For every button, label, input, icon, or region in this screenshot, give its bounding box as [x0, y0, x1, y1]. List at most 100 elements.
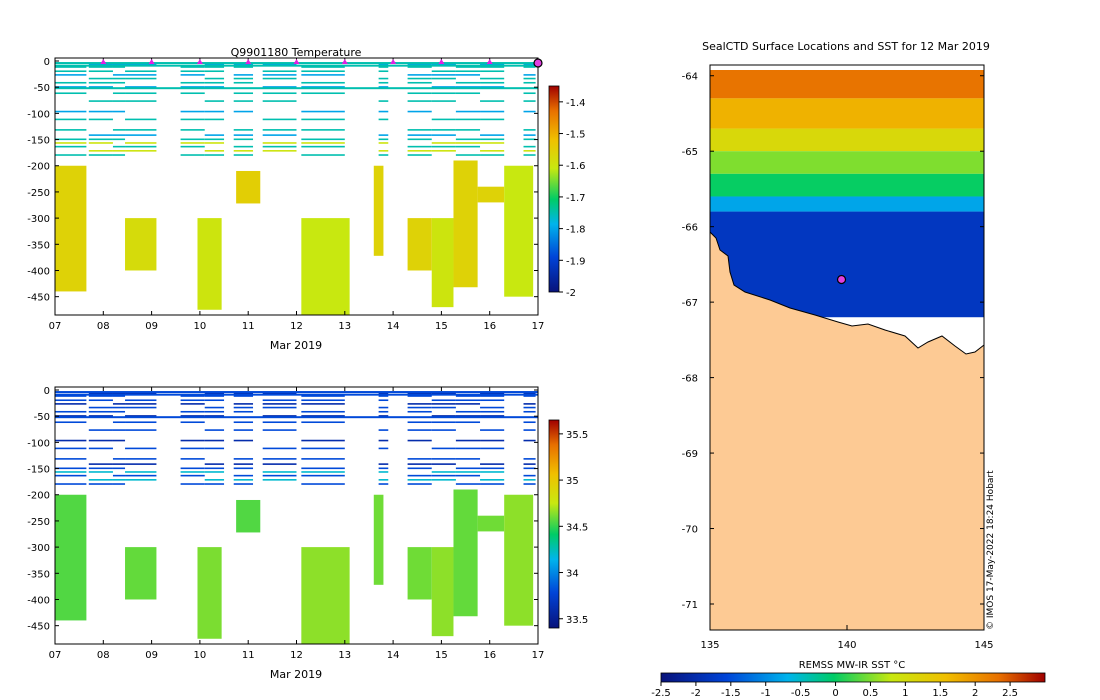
profile-layer: [112, 154, 126, 156]
colorbar-tick-label: -1.4: [566, 98, 586, 109]
profile-block: [477, 186, 505, 203]
profile-layer: [180, 483, 205, 485]
profile-layer: [125, 447, 157, 450]
map-y-tick-label: -71: [682, 600, 698, 611]
profile-layer: [523, 63, 536, 66]
profile-layer: [523, 458, 536, 460]
profile-layer: [112, 129, 126, 131]
profile-block: [453, 489, 478, 617]
profile-layer: [523, 100, 536, 102]
profile-layer: [88, 471, 113, 473]
y-tick-label: -450: [27, 293, 50, 304]
colorbar-tick-label: -1.9: [566, 256, 586, 267]
profile-layer: [233, 403, 254, 405]
map-x-tick-label: 135: [700, 640, 719, 651]
profile-layer: [233, 145, 254, 148]
profile-layer: [88, 118, 113, 121]
profile-layer: [88, 429, 113, 431]
temperature-colorbar-ticks: -1.4 -1.5 -1.6 -1.7 -1.8 -1.9 -2: [559, 98, 586, 299]
profile-layer: [523, 92, 536, 95]
profile-layer: [431, 92, 456, 95]
sst-colorbar-tick-label: 1.5: [932, 688, 948, 699]
profile-layer: [233, 110, 254, 113]
profile-layer: [523, 74, 536, 76]
profile-layer: [407, 138, 432, 141]
profile-layer: [233, 92, 254, 95]
profile-layer: [112, 134, 126, 136]
y-tick-label: -200: [27, 162, 50, 173]
profile-layer: [112, 150, 126, 152]
profile-layer: [523, 110, 536, 113]
profile-layer: [301, 110, 345, 113]
sst-colorbar-tick-label: 1: [902, 688, 908, 699]
sst-band: [710, 196, 984, 212]
profile-layer: [125, 129, 157, 131]
profile-layer: [378, 100, 389, 102]
profile-layer: [125, 63, 157, 66]
profile-layer: [301, 447, 345, 450]
profile-layer: [455, 66, 481, 68]
profile-layer: [480, 429, 505, 431]
profile-layer: [125, 392, 157, 395]
surface-band: [55, 393, 538, 396]
profile-layer: [233, 421, 254, 424]
profile-layer: [88, 150, 113, 152]
profile-layer: [378, 447, 389, 450]
profile-layer: [55, 447, 87, 450]
profile-layer: [112, 77, 126, 80]
profile-layer: [431, 392, 456, 395]
profile-layer: [431, 399, 456, 402]
profile-layer: [480, 63, 505, 66]
profile-layer: [262, 92, 297, 95]
profile-block: [453, 160, 478, 288]
profile-layer: [262, 415, 297, 417]
profile-layer: [431, 421, 456, 424]
profile-layer: [204, 429, 225, 431]
profile-layer: [262, 479, 297, 481]
salinity-colorbar: [548, 419, 560, 629]
profile-layer: [112, 467, 126, 470]
temperature-colorbar: [548, 85, 560, 293]
y-tick-label: -250: [27, 517, 50, 528]
profile-layer: [125, 100, 157, 102]
profile-layer: [480, 410, 505, 413]
profile-layer: [378, 63, 389, 66]
profile-layer: [378, 154, 389, 156]
y-tick-label: -400: [27, 266, 50, 277]
profile-layer: [455, 142, 481, 144]
profile-layer: [407, 154, 432, 156]
profile-layer: [378, 399, 389, 402]
profile-layer: [112, 458, 126, 460]
sst-field: [710, 65, 984, 318]
profile-layer: [455, 474, 481, 477]
profile-layer: [431, 100, 456, 102]
profile-layer: [180, 410, 205, 413]
profile-layer: [180, 66, 205, 68]
profile-layer: [262, 145, 297, 148]
salinity-axes: 07 08 09 10 11 12 13 14 15 16 17 0 -50 -100 -150 -200 -2…: [27, 386, 544, 661]
profile-layer: [55, 474, 87, 477]
profile-layer: [233, 74, 254, 76]
profile-layer: [55, 66, 87, 68]
profile-layer: [180, 439, 205, 442]
profile-layer: [55, 154, 87, 156]
profile-layer: [378, 463, 389, 465]
profile-layer: [55, 86, 87, 88]
map-y-tick-label: -64: [682, 72, 698, 83]
profile-layer: [407, 421, 432, 424]
profile-block: [477, 515, 505, 532]
profile-layer: [301, 70, 345, 73]
profile-layer: [180, 154, 205, 156]
profile-layer: [407, 100, 432, 102]
profile-block: [407, 218, 432, 271]
profile-layer: [180, 145, 205, 148]
profile-layer: [523, 129, 536, 131]
profile-layer: [233, 479, 254, 481]
colorbar-tick-label: -2: [566, 288, 576, 299]
map-y-tick-label: -69: [682, 449, 698, 460]
profile-layer: [431, 406, 456, 409]
profile-layer: [431, 474, 456, 477]
profile-layer: [233, 406, 254, 409]
profile-layer: [301, 399, 345, 402]
surface-band: [55, 391, 538, 394]
